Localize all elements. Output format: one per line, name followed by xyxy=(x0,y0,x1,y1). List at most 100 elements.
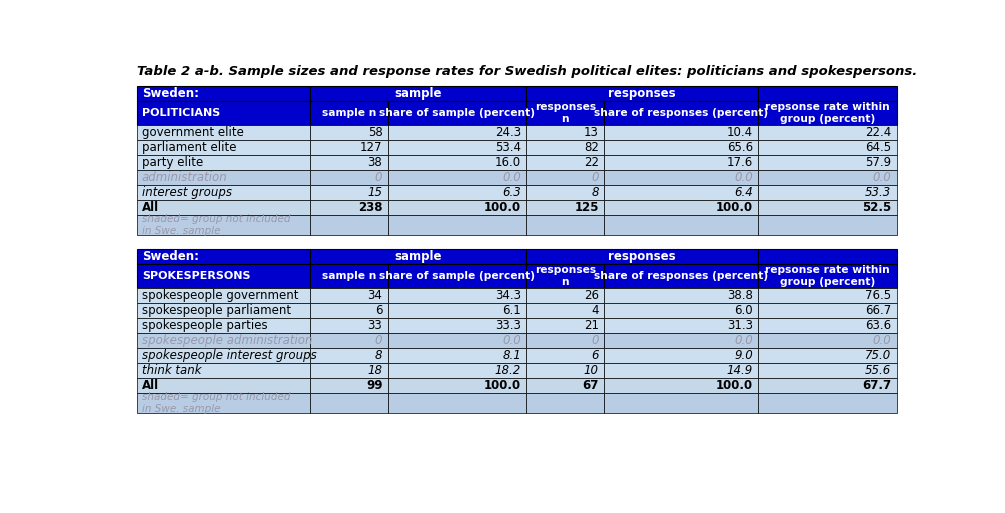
Text: 8.1: 8.1 xyxy=(502,349,521,362)
Bar xyxy=(388,333,527,348)
Text: 6.0: 6.0 xyxy=(735,304,753,317)
Bar xyxy=(138,318,310,333)
Bar xyxy=(527,303,604,318)
Text: spokespeople interest groups: spokespeople interest groups xyxy=(142,349,317,362)
Text: 6: 6 xyxy=(591,349,599,362)
Text: repsonse rate within
group (percent): repsonse rate within group (percent) xyxy=(765,265,889,287)
Text: 66.7: 66.7 xyxy=(865,304,891,317)
Bar xyxy=(310,348,388,363)
Text: 76.5: 76.5 xyxy=(865,289,891,302)
Bar xyxy=(310,393,388,413)
Text: responses: responses xyxy=(608,250,676,263)
Bar xyxy=(388,264,527,288)
Text: 22.4: 22.4 xyxy=(865,126,891,139)
Text: 0.0: 0.0 xyxy=(734,171,753,184)
Bar xyxy=(138,215,310,235)
Text: 127: 127 xyxy=(360,141,382,154)
Text: spokespeople parliament: spokespeople parliament xyxy=(142,304,291,317)
Text: 0: 0 xyxy=(591,171,599,184)
Text: 64.5: 64.5 xyxy=(865,141,891,154)
Bar xyxy=(527,378,604,393)
Bar xyxy=(527,318,604,333)
Bar xyxy=(758,86,896,101)
Bar xyxy=(388,318,527,333)
Text: 15: 15 xyxy=(368,186,382,199)
Bar xyxy=(310,140,388,155)
Text: Sweden:: Sweden: xyxy=(142,250,199,263)
Text: 63.6: 63.6 xyxy=(865,319,891,332)
Text: 6.1: 6.1 xyxy=(502,304,521,317)
Text: 26: 26 xyxy=(584,289,599,302)
Bar xyxy=(310,170,388,185)
Bar xyxy=(527,200,604,215)
Bar xyxy=(388,363,527,378)
Text: sample: sample xyxy=(394,87,442,100)
Text: SPOKESPERSONS: SPOKESPERSONS xyxy=(142,271,250,281)
Bar xyxy=(758,363,896,378)
Bar xyxy=(138,393,310,413)
Bar xyxy=(527,363,604,378)
Bar xyxy=(527,215,604,235)
Text: 0.0: 0.0 xyxy=(734,334,753,347)
Bar xyxy=(527,185,604,200)
Text: 17.6: 17.6 xyxy=(727,156,753,169)
Bar xyxy=(758,378,896,393)
Bar xyxy=(310,215,388,235)
Bar xyxy=(604,101,758,125)
Bar xyxy=(388,101,527,125)
Text: share of sample (percent): share of sample (percent) xyxy=(379,108,535,118)
Text: spokespeople government: spokespeople government xyxy=(142,289,298,302)
Bar xyxy=(758,288,896,303)
Text: 6: 6 xyxy=(375,304,382,317)
Text: government elite: government elite xyxy=(142,126,244,139)
Bar xyxy=(527,393,604,413)
Text: POLITICIANS: POLITICIANS xyxy=(142,108,220,118)
Bar xyxy=(138,378,310,393)
Text: 0: 0 xyxy=(375,171,382,184)
Text: 10.4: 10.4 xyxy=(727,126,753,139)
Bar xyxy=(310,200,388,215)
Text: repsonse rate within
group (percent): repsonse rate within group (percent) xyxy=(765,102,889,124)
Text: 100.0: 100.0 xyxy=(483,201,521,214)
Bar xyxy=(604,288,758,303)
Bar xyxy=(388,288,527,303)
Text: 99: 99 xyxy=(366,379,382,392)
Text: 52.5: 52.5 xyxy=(862,201,891,214)
Text: responses: responses xyxy=(608,87,676,100)
Bar xyxy=(758,249,896,264)
Bar xyxy=(604,378,758,393)
Text: 31.3: 31.3 xyxy=(727,319,753,332)
Bar xyxy=(527,140,604,155)
Bar xyxy=(758,333,896,348)
Text: 18: 18 xyxy=(368,364,382,377)
Text: share of responses (percent): share of responses (percent) xyxy=(594,271,768,281)
Bar xyxy=(604,363,758,378)
Bar xyxy=(138,86,310,101)
Bar xyxy=(310,378,388,393)
Bar xyxy=(310,288,388,303)
Bar xyxy=(604,155,758,170)
Text: interest groups: interest groups xyxy=(142,186,232,199)
Bar xyxy=(527,348,604,363)
Text: shaded= group not included
in Swe. sample: shaded= group not included in Swe. sampl… xyxy=(142,214,290,236)
Text: 21: 21 xyxy=(584,319,599,332)
Bar xyxy=(388,303,527,318)
Bar xyxy=(758,125,896,140)
Bar xyxy=(527,264,604,288)
Bar xyxy=(310,86,527,101)
Text: 6.3: 6.3 xyxy=(502,186,521,199)
Bar xyxy=(388,348,527,363)
Text: administration: administration xyxy=(142,171,228,184)
Bar xyxy=(604,318,758,333)
Text: 18.2: 18.2 xyxy=(494,364,521,377)
Text: 16.0: 16.0 xyxy=(494,156,521,169)
Bar xyxy=(138,101,310,125)
Text: 4: 4 xyxy=(591,304,599,317)
Bar xyxy=(758,170,896,185)
Text: 100.0: 100.0 xyxy=(483,379,521,392)
Bar xyxy=(527,101,604,125)
Text: responses
n: responses n xyxy=(535,102,596,124)
Bar xyxy=(310,318,388,333)
Bar xyxy=(388,378,527,393)
Bar xyxy=(138,288,310,303)
